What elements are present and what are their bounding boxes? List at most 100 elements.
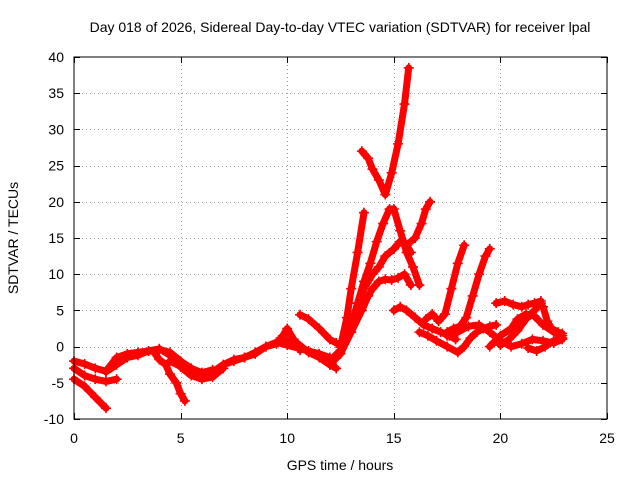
data-point — [294, 345, 305, 356]
data-point — [386, 167, 397, 178]
data-point — [346, 283, 357, 294]
data-point — [399, 269, 410, 280]
data-point — [512, 314, 523, 325]
data-point — [352, 247, 363, 258]
data-point — [467, 290, 478, 301]
series-trace — [70, 375, 110, 412]
data-point — [186, 366, 197, 377]
data-point — [324, 334, 335, 345]
data-point — [346, 327, 357, 338]
data-point — [314, 323, 325, 334]
data-point — [90, 374, 101, 385]
y-tick-label: 30 — [48, 121, 64, 137]
data-point — [480, 251, 491, 262]
series-arc-5 — [150, 348, 190, 406]
data-point — [452, 258, 463, 269]
y-tick-label: 10 — [48, 266, 64, 282]
data-point — [491, 298, 502, 309]
data-point — [465, 332, 476, 343]
data-point — [442, 330, 453, 341]
data-point — [388, 243, 399, 254]
data-point — [395, 236, 406, 247]
data-point — [365, 258, 376, 269]
data-point — [79, 358, 90, 369]
data-point — [393, 272, 404, 283]
series-arc-8 — [271, 323, 305, 356]
data-point — [495, 340, 506, 351]
series-arc-15 — [388, 196, 436, 254]
data-point — [540, 341, 551, 352]
data-point — [196, 370, 207, 381]
x-tick-label: 15 — [386, 430, 402, 446]
data-point — [416, 218, 427, 229]
data-point — [373, 175, 384, 186]
data-point — [373, 276, 384, 287]
data-point — [363, 153, 374, 164]
data-point — [239, 352, 250, 363]
data-point — [90, 392, 101, 403]
data-point — [527, 334, 538, 345]
data-point — [484, 243, 495, 254]
data-point — [420, 204, 431, 215]
data-point — [401, 240, 412, 251]
data-point — [459, 240, 470, 251]
data-point — [399, 99, 410, 110]
data-point — [503, 334, 514, 345]
data-point — [358, 207, 369, 218]
data-point — [171, 377, 182, 388]
data-point — [508, 299, 519, 310]
data-point — [335, 341, 346, 352]
y-tick-label: -10 — [44, 411, 64, 427]
data-point — [294, 309, 305, 320]
data-point — [363, 290, 374, 301]
data-point — [314, 352, 325, 363]
series-trace — [496, 299, 545, 349]
data-point — [388, 305, 399, 316]
x-tick-label: 0 — [70, 430, 78, 446]
data-point — [425, 196, 436, 207]
data-point — [228, 356, 239, 367]
data-point — [367, 164, 378, 175]
series-trace — [358, 64, 413, 199]
series-arc-13 — [346, 204, 425, 338]
data-point — [452, 327, 463, 338]
data-point — [271, 337, 282, 348]
data-point — [352, 298, 363, 309]
data-point — [557, 328, 568, 339]
data-point — [523, 299, 534, 310]
data-point — [414, 280, 425, 291]
y-tick-label: 0 — [56, 339, 64, 355]
data-point — [260, 341, 271, 352]
data-point — [378, 218, 389, 229]
data-point — [324, 356, 335, 367]
data-point — [452, 347, 463, 358]
data-point — [420, 314, 431, 325]
data-point — [491, 319, 502, 330]
data-point — [410, 233, 421, 243]
series-arc-6 — [164, 337, 335, 381]
data-point — [395, 301, 406, 312]
y-tick-label: 40 — [48, 49, 64, 65]
data-point — [154, 343, 165, 354]
data-point — [516, 338, 527, 349]
grid — [74, 57, 607, 419]
data-point — [90, 363, 101, 374]
data-point — [358, 276, 369, 287]
data-point — [442, 341, 453, 352]
data-point — [386, 274, 397, 285]
data-point — [542, 316, 553, 327]
data-point — [439, 309, 450, 320]
data-point — [499, 295, 510, 306]
data-point — [373, 261, 384, 272]
data-point — [405, 280, 416, 291]
data-point — [111, 359, 122, 370]
data-point — [512, 325, 523, 336]
data-point — [154, 354, 165, 365]
series-arc-24 — [523, 332, 568, 356]
data-point — [380, 189, 391, 200]
data-point — [506, 341, 517, 352]
data-point — [548, 335, 559, 346]
data-point — [282, 323, 293, 334]
data-point — [288, 334, 299, 345]
